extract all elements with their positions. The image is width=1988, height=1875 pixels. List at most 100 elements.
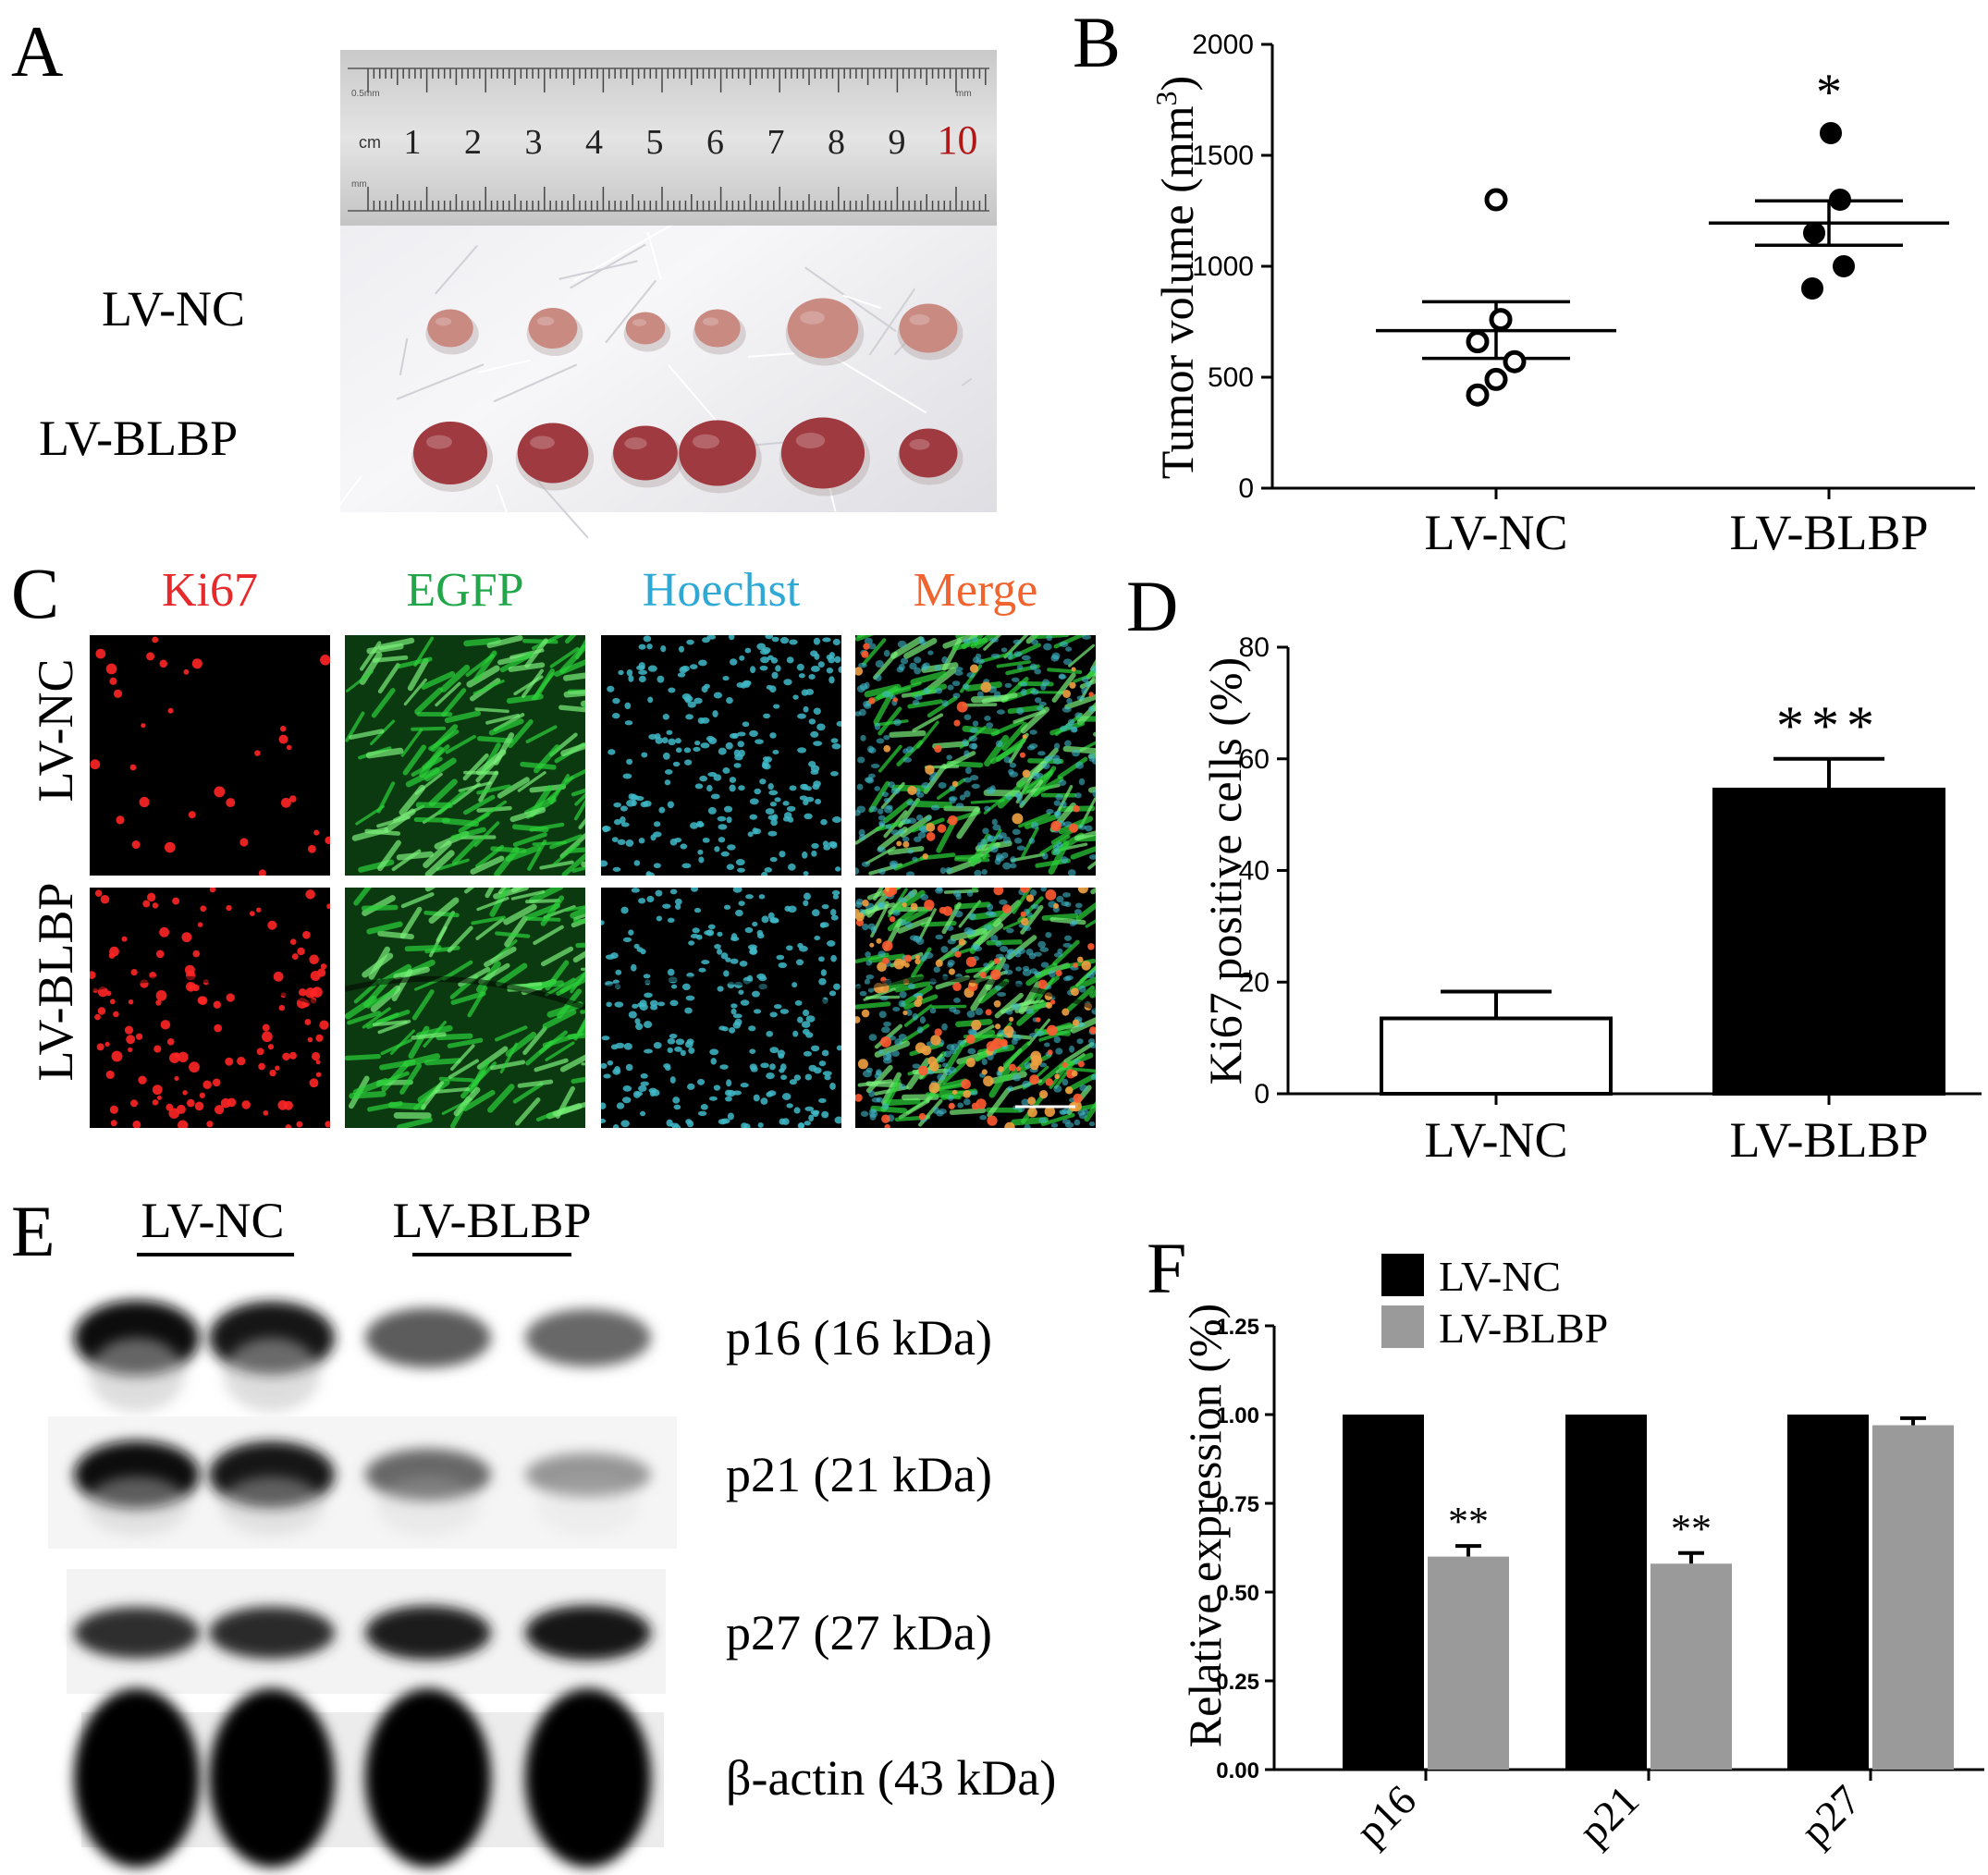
micro-fiber (898, 1099, 930, 1120)
micro-nucleus (694, 783, 704, 790)
micro-nucleus (718, 1119, 728, 1125)
micro-nucleus (655, 889, 663, 897)
micro-fiber (987, 1087, 1012, 1118)
micro-nucleus (1057, 948, 1063, 954)
micro-fiber (889, 729, 927, 738)
micro-ki67-spot (948, 1102, 955, 1109)
micro-nucleus (1010, 863, 1017, 869)
micro-nucleus (1002, 963, 1010, 971)
micro-nucleus (855, 898, 864, 906)
micro-fiber (1047, 668, 1083, 674)
ruler-numbers: 1 2 3 4 5 6 7 8 9 10 (404, 117, 978, 163)
f-x-tick-label: p21 (1569, 1776, 1648, 1855)
micro-fiber (463, 637, 501, 647)
micro-nucleus (727, 844, 736, 851)
micro-ki67-spot (863, 643, 870, 650)
micro-nucleus (719, 1064, 729, 1070)
micro-nucleus (686, 1083, 695, 1090)
micro-nucleus (1050, 655, 1060, 662)
micro-nucleus (980, 839, 988, 845)
micro-nucleus (963, 926, 973, 935)
micro-nucleus (1030, 888, 1037, 897)
micro-nucleus (874, 722, 881, 730)
f-legend-label: LV-NC (1439, 1253, 1561, 1300)
micro-nucleus (801, 1021, 811, 1028)
micro-ki67-spot (124, 1025, 134, 1035)
micro-nucleus (803, 1009, 810, 1017)
micro-fiber (435, 1087, 470, 1094)
micro-ki67-spot (131, 840, 141, 850)
micro-fiber (1093, 731, 1096, 737)
tumor-highlight (702, 317, 719, 326)
micro-nucleus (1069, 1045, 1075, 1053)
micro-nucleus (962, 739, 968, 747)
micro-fiber (435, 681, 461, 707)
micro-nucleus (1061, 801, 1067, 809)
tumor-highlight (536, 316, 555, 326)
micro-fiber (512, 1082, 544, 1104)
d-significance: *** (1776, 695, 1882, 756)
micro-nucleus (976, 691, 984, 698)
micro-nucleus (651, 1089, 660, 1097)
micro-fiber (345, 1053, 381, 1061)
micro-fiber (1055, 785, 1074, 816)
micro-fiber (499, 1042, 518, 1073)
micro-nucleus (818, 1097, 827, 1103)
micro-nucleus (641, 752, 648, 758)
micro-nucleus (808, 674, 816, 680)
micro-nucleus (768, 685, 777, 693)
micro-fiber (927, 695, 958, 718)
micro-nucleus (696, 1078, 706, 1085)
micro-ki67-spot (883, 744, 891, 753)
micro-nucleus (855, 810, 861, 816)
micro-nucleus (749, 729, 758, 738)
micro-nucleus (1036, 705, 1044, 711)
micro-ki67-spot (279, 725, 287, 732)
micro-fiber (366, 643, 404, 655)
micro-nucleus (686, 639, 694, 645)
micro-fiber (464, 888, 475, 894)
micro-fiber (441, 688, 467, 717)
blot-band (74, 1688, 200, 1868)
channel-label: EGFP (406, 564, 523, 617)
micro-ki67-spot (1054, 1073, 1061, 1080)
micro-nucleus (675, 903, 681, 910)
micro-nucleus (643, 635, 652, 643)
micro-fiber (856, 635, 866, 638)
micro-nucleus (1061, 706, 1072, 713)
micro-nucleus (935, 934, 943, 940)
f-bar (1787, 1415, 1869, 1770)
micro-nucleus (744, 926, 754, 934)
micro-nucleus (949, 1007, 957, 1012)
b-y-tick-label: 2000 (1192, 30, 1254, 60)
panel-c-letter: C (11, 553, 59, 633)
micro-nucleus (813, 637, 821, 645)
micro-ki67-spot (155, 950, 165, 959)
micro-ki67-spot (226, 904, 232, 912)
micro-ki67-spot (288, 1051, 297, 1060)
micro-nucleus (858, 834, 866, 841)
micro-nucleus (810, 1109, 820, 1115)
micro-ki67-spot (926, 822, 936, 832)
micro-ki67-spot (94, 889, 103, 897)
micro-fiber (403, 1053, 441, 1068)
micro-fiber (391, 849, 422, 872)
micro-nucleus (856, 783, 864, 790)
b-x-tick-label: LV-NC (1424, 505, 1567, 560)
micro-nucleus (1022, 1080, 1031, 1088)
blot-label: p21 (21 kDa) (726, 1447, 992, 1502)
micro-nucleus (865, 974, 875, 980)
micro-nucleus (675, 1038, 685, 1046)
micro-nucleus (955, 893, 962, 901)
micro-nucleus (796, 663, 804, 671)
micro-nucleus (829, 842, 838, 849)
micro-nucleus (1086, 973, 1095, 979)
micro-ki67-spot (153, 1045, 162, 1053)
panel-b: B Tumor volume (mm3) 0500100015002000LV-… (1073, 2, 1975, 560)
micro-nucleus (1087, 705, 1095, 713)
micro-ki67-spot (1061, 1061, 1068, 1068)
micro-fiber (447, 925, 473, 953)
micro-ki67-spot (262, 1023, 270, 1032)
micro-nucleus (947, 960, 955, 966)
micro-fiber (445, 734, 476, 754)
